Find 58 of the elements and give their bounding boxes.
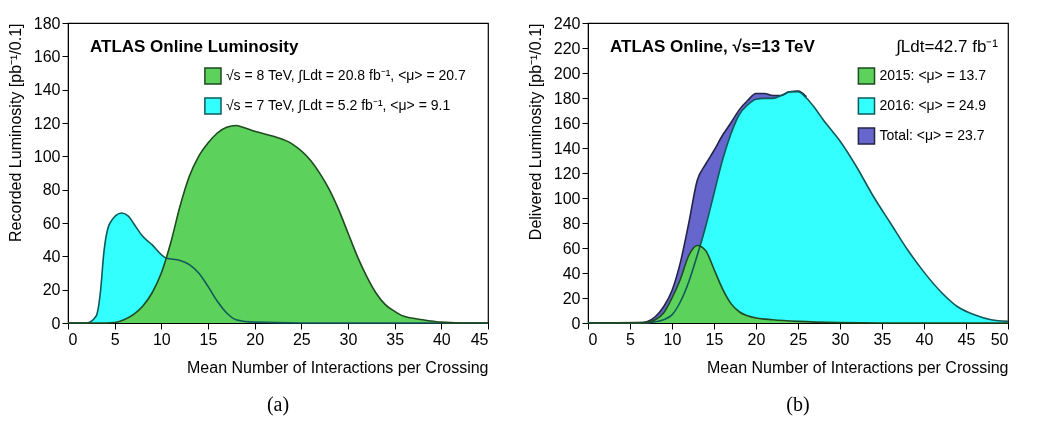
x-tick-label: 40 [432, 330, 451, 348]
y-tick-label: 100 [553, 189, 581, 207]
y-tick-label: 120 [33, 114, 61, 132]
legend-label: 2015: <μ> = 13.7 [879, 67, 987, 83]
x-tick-label: 15 [199, 330, 218, 348]
y-tick-label: 40 [42, 247, 61, 265]
y-tick-label: 120 [553, 164, 581, 182]
x-tick-label: 10 [663, 330, 682, 348]
legend-label: √s = 7 TeV, ∫Ldt = 5.2 fb⁻¹, <μ> = 9.1 [225, 97, 451, 113]
y-tick-label: 0 [571, 314, 581, 332]
text: (a) [266, 393, 290, 416]
y-tick-label: 220 [553, 39, 581, 57]
y-axis-title: Delivered Luminosity [pb⁻¹/0.1] [526, 23, 544, 241]
x-tick-label: 20 [747, 330, 766, 348]
x-tick-label: 35 [873, 330, 892, 348]
x-tick-label: 20 [246, 330, 265, 348]
text: ATLAS Online Luminosity [90, 37, 299, 56]
x-tick-label: 0 [68, 330, 78, 348]
x-tick-label: 5 [110, 330, 120, 348]
legend-label: 2016: <μ> = 24.9 [879, 97, 987, 113]
text: (b) [786, 393, 810, 416]
y-tick-label: 80 [562, 214, 581, 232]
x-tick-label: 25 [292, 330, 311, 348]
x-tick-label: 35 [386, 330, 405, 348]
y-tick-label: 200 [553, 64, 581, 82]
y-tick-label: 100 [33, 147, 61, 165]
y-tick-label: 20 [562, 289, 581, 307]
legend-label: Total: <μ> = 23.7 [879, 127, 985, 143]
y-tick-label: 180 [33, 14, 61, 32]
y-tick-label: 60 [42, 214, 61, 232]
x-tick-label: 45 [957, 330, 976, 348]
x-axis-title: Mean Number of Interactions per Crossing [187, 358, 489, 376]
x-tick-label: 0 [588, 330, 598, 348]
text: ATLAS Online, √s=13 TeV [610, 37, 816, 56]
legend-label: √s = 8 TeV, ∫Ldt = 20.8 fb⁻¹, <μ> = 20.7 [225, 67, 466, 83]
y-tick-label: 160 [33, 47, 61, 65]
y-tick-label: 20 [42, 281, 61, 299]
y-tick-label: 180 [553, 89, 581, 107]
x-tick-label: 40 [915, 330, 934, 348]
y-tick-label: 240 [553, 14, 581, 32]
x-tick-label: 10 [152, 330, 171, 348]
y-tick-label: 60 [562, 239, 581, 257]
x-tick-label: 30 [339, 330, 358, 348]
x-tick-label: 5 [626, 330, 636, 348]
y-axis-title: Recorded Luminosity [pb⁻¹/0.1] [6, 23, 24, 242]
x-tick-label: 25 [789, 330, 808, 348]
x-axis-title: Mean Number of Interactions per Crossing [707, 358, 1009, 376]
y-tick-label: 80 [42, 181, 61, 199]
y-tick-label: 140 [33, 81, 61, 99]
x-tick-label: 50 [990, 330, 1009, 348]
y-tick-label: 160 [553, 114, 581, 132]
x-tick-label: 15 [705, 330, 724, 348]
annotation: ∫Ldt=42.7 fb⁻¹ [895, 37, 999, 56]
x-tick-label: 45 [470, 330, 489, 348]
y-tick-label: 0 [51, 314, 61, 332]
x-tick-label: 30 [831, 330, 850, 348]
y-tick-label: 140 [553, 139, 581, 157]
y-tick-label: 40 [562, 264, 581, 282]
